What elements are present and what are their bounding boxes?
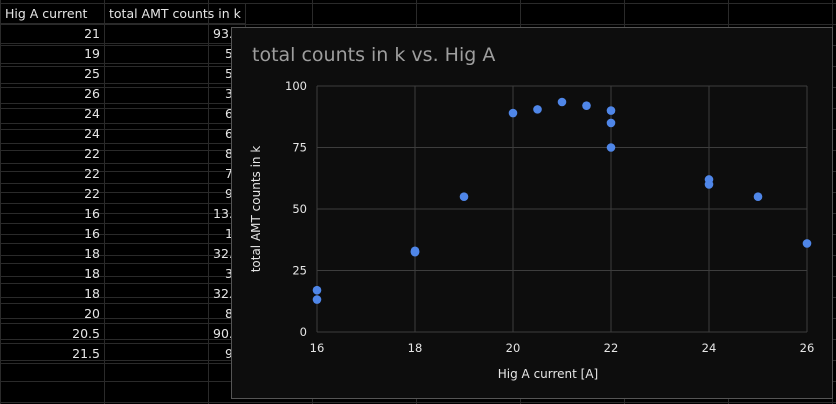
cell-counts[interactable]: 17 xyxy=(104,223,246,244)
cell-counts[interactable]: 90 xyxy=(104,183,246,204)
table-row: 21 93.5 xyxy=(0,23,246,44)
scatter-chart[interactable]: total counts in k vs. Hig A 0 25 50 75 100 16… xyxy=(231,27,833,399)
table-row: 1833 xyxy=(0,263,246,284)
cell-counts[interactable]: 55 xyxy=(104,43,246,64)
cell-current[interactable]: 20 xyxy=(0,303,105,324)
y-tick-label: 0 xyxy=(300,325,307,339)
cell-current[interactable]: 26 xyxy=(0,83,105,104)
cell-current[interactable]: 21 xyxy=(0,23,105,44)
scatter-point[interactable] xyxy=(459,192,469,201)
column-header-a[interactable]: Hig A current xyxy=(0,3,105,24)
y-axis-label: total AMT counts in k xyxy=(249,146,263,273)
scatter-point[interactable] xyxy=(704,180,714,189)
table-row: 16 13.2 xyxy=(0,203,246,224)
x-tick-label: 24 xyxy=(702,341,717,355)
cell-current[interactable]: 20.5 xyxy=(0,323,105,344)
table-row: 2089 xyxy=(0,303,246,324)
y-tick-label: 50 xyxy=(292,202,307,216)
cell-current[interactable]: 24 xyxy=(0,103,105,124)
chart-plot: 0 25 50 75 100 16 18 20 22 24 26 Hig A current [A] t… xyxy=(249,79,815,381)
scatter-point[interactable] xyxy=(508,108,518,118)
column-header-b[interactable]: total AMT counts in k xyxy=(104,3,246,24)
cell-current[interactable]: 22 xyxy=(0,183,105,204)
table-row: 1955 xyxy=(0,43,246,64)
cell-counts[interactable]: 89 xyxy=(104,303,246,324)
cell-current[interactable]: 18 xyxy=(0,283,105,304)
scatter-point[interactable] xyxy=(410,247,420,257)
y-tick-label: 75 xyxy=(292,141,307,155)
scatter-point[interactable] xyxy=(802,239,812,248)
data-table: Hig A current total AMT counts in k 21 93… xyxy=(0,3,246,364)
chart-title: total counts in k vs. Hig A xyxy=(252,44,496,66)
scatter-point[interactable] xyxy=(312,285,322,295)
cell-counts[interactable]: 36 xyxy=(104,83,246,104)
x-tick-label: 20 xyxy=(506,341,521,355)
table-row: 2290 xyxy=(0,183,246,204)
y-tick-label: 100 xyxy=(285,79,307,93)
cell-current[interactable]: 16 xyxy=(0,203,105,224)
cell-current[interactable]: 21.5 xyxy=(0,343,105,364)
table-row: 1617 xyxy=(0,223,246,244)
table-row: 18 32.5 xyxy=(0,243,246,264)
table-row: 20.5 90.5 xyxy=(0,323,246,344)
cell-current[interactable]: 18 xyxy=(0,263,105,284)
scatter-point[interactable] xyxy=(533,105,542,114)
scatter-point[interactable] xyxy=(606,106,616,115)
cell-current[interactable]: 22 xyxy=(0,163,105,184)
cell-counts[interactable]: 32.5 xyxy=(104,283,246,304)
x-tick-label: 26 xyxy=(800,341,815,355)
cell-current[interactable]: 25 xyxy=(0,63,105,84)
x-tick-label: 16 xyxy=(310,341,325,355)
x-tick-label: 22 xyxy=(604,341,619,355)
x-axis-label: Hig A current [A] xyxy=(498,367,599,381)
cell-counts[interactable]: 85 xyxy=(104,143,246,164)
cell-current[interactable]: 22 xyxy=(0,143,105,164)
table-row: 21.592 xyxy=(0,343,246,364)
x-tick-label: 18 xyxy=(408,341,423,355)
cell-counts[interactable]: 92 xyxy=(104,343,246,364)
scatter-point[interactable] xyxy=(312,295,322,304)
cell-counts[interactable]: 75 xyxy=(104,163,246,184)
header-row: Hig A current total AMT counts in k xyxy=(0,3,246,24)
table-row: 18 32.5 xyxy=(0,283,246,304)
table-row: 2555 xyxy=(0,63,246,84)
y-tick-label: 25 xyxy=(292,264,307,278)
table-row: 2460 xyxy=(0,123,246,144)
cell-counts[interactable]: 60 xyxy=(104,123,246,144)
cell-current[interactable]: 24 xyxy=(0,123,105,144)
scatter-point[interactable] xyxy=(582,101,591,110)
table-row: 2636 xyxy=(0,83,246,104)
scatter-point[interactable] xyxy=(557,97,567,107)
scatter-point[interactable] xyxy=(753,192,763,201)
table-row: 2462 xyxy=(0,103,246,124)
cell-current[interactable]: 18 xyxy=(0,243,105,264)
table-row: 2275 xyxy=(0,163,246,184)
cell-counts[interactable]: 90.5 xyxy=(104,323,246,344)
cell-counts[interactable]: 13.2 xyxy=(104,203,246,224)
cell-counts[interactable]: 93.5 xyxy=(104,23,246,44)
cell-current[interactable]: 16 xyxy=(0,223,105,244)
scatter-point[interactable] xyxy=(606,118,616,128)
cell-counts[interactable]: 33 xyxy=(104,263,246,284)
scatter-point[interactable] xyxy=(606,143,616,152)
table-row: 2285 xyxy=(0,143,246,164)
cell-counts[interactable]: 55 xyxy=(104,63,246,84)
cell-counts[interactable]: 62 xyxy=(104,103,246,124)
cell-counts[interactable]: 32.5 xyxy=(104,243,246,264)
cell-current[interactable]: 19 xyxy=(0,43,105,64)
